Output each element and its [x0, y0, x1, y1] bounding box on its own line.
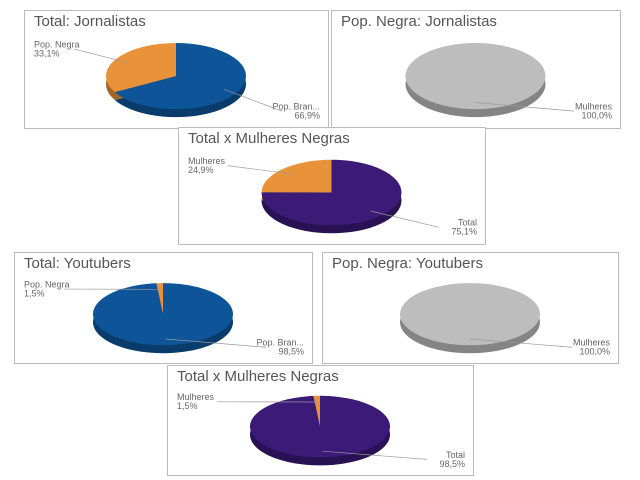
slice-label: Pop. Negra	[24, 279, 70, 289]
pie-slice	[261, 159, 332, 193]
slice-label: Pop. Negra	[34, 39, 80, 49]
slice-value: 66,9%	[294, 110, 320, 120]
leader-line	[370, 210, 440, 228]
pie-slice	[250, 395, 391, 458]
leader-line	[475, 102, 575, 112]
pie-slice	[114, 43, 247, 110]
leader-line	[165, 338, 267, 348]
slice-value: 1,5%	[24, 288, 45, 298]
slice-value: 100,0%	[581, 110, 612, 120]
chart-title: Total: Jornalistas	[34, 13, 146, 30]
slice-label: Mulheres	[177, 392, 215, 402]
leader-line	[469, 338, 573, 348]
slice-value: 33,1%	[34, 48, 60, 58]
leader-line	[322, 450, 428, 460]
pie-slice	[405, 43, 546, 110]
chart-title: Total x Mulheres Negras	[188, 130, 350, 147]
slice-label: Total	[458, 218, 477, 228]
slice-label: Mulheres	[573, 338, 611, 348]
pie-slice	[313, 395, 320, 427]
slice-label: Pop. Bran...	[272, 101, 320, 111]
slice-value: 1,5%	[177, 401, 198, 411]
chart-title: Total: Youtubers	[24, 255, 131, 272]
leader-line	[227, 165, 293, 175]
chart-title: Total x Mulheres Negras	[177, 368, 339, 385]
slice-label: Mulheres	[575, 101, 613, 111]
leader-line	[224, 89, 283, 112]
slice-label: Mulheres	[188, 156, 226, 166]
slice-value: 24,9%	[188, 165, 214, 175]
pie-slice	[261, 159, 402, 226]
slice-value: 98,5%	[439, 459, 465, 469]
leader-line	[73, 48, 128, 64]
slice-label: Pop. Bran...	[256, 338, 304, 348]
pie-slice	[92, 283, 233, 346]
slice-label: Total	[446, 450, 465, 460]
pie-slice	[156, 283, 163, 315]
slice-value: 98,5%	[278, 347, 304, 357]
pie-slice	[106, 43, 176, 93]
pie-slice	[400, 283, 540, 346]
chart-title: Pop. Negra: Youtubers	[332, 255, 483, 272]
chart-title: Pop. Negra: Jornalistas	[341, 13, 497, 30]
slice-value: 75,1%	[451, 227, 477, 237]
slice-value: 100,0%	[579, 347, 610, 357]
